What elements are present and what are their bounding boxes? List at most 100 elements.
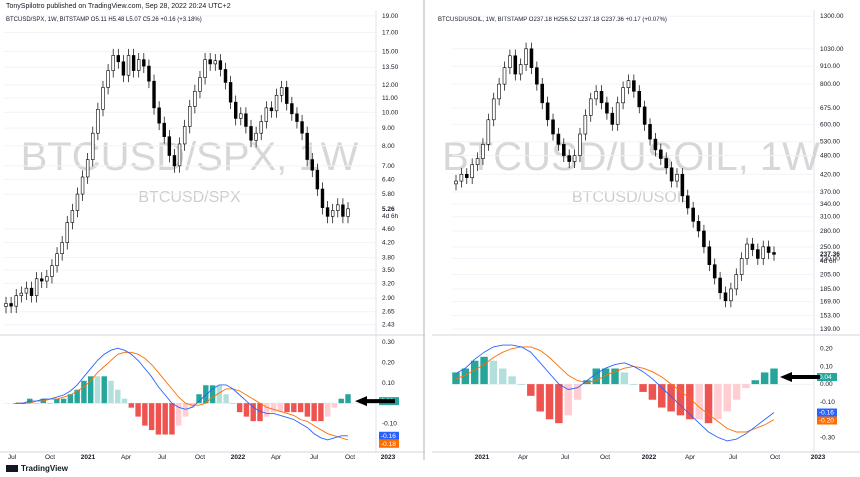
candle-body bbox=[310, 159, 314, 171]
macd-histogram-bar bbox=[155, 403, 162, 435]
macd-histogram-bar bbox=[236, 403, 243, 413]
tradingview-logo[interactable]: TradingView bbox=[6, 464, 68, 473]
candle-body bbox=[529, 48, 534, 68]
price-axis-tick-label: 4.60 bbox=[382, 226, 395, 233]
candle-body bbox=[45, 276, 49, 282]
price-axis-tick-label: 250.00 bbox=[820, 244, 840, 251]
time-axis-label: 2022 bbox=[231, 454, 246, 460]
candle-body bbox=[182, 126, 187, 145]
time-axis-label: Jul bbox=[729, 454, 738, 460]
price-axis-tick-label: 280.00 bbox=[820, 228, 840, 235]
candle-body bbox=[691, 207, 695, 222]
price-axis-tick-label: 6.40 bbox=[382, 176, 395, 183]
macd-value-tag-label: -0.16 bbox=[381, 433, 396, 440]
time-axis-label: Apr bbox=[271, 454, 282, 460]
macd-value-tag-label: -0.20 bbox=[819, 418, 834, 425]
symbol-watermark: BTCUSD/USOIL, 1W bbox=[442, 135, 820, 179]
tradingview-logo-icon bbox=[6, 465, 18, 472]
macd-histogram-bar bbox=[667, 384, 675, 412]
current-price-label: 5.26 bbox=[382, 206, 395, 213]
candle-body bbox=[259, 121, 263, 134]
candle-body bbox=[208, 59, 212, 65]
macd-histogram-bar bbox=[101, 376, 107, 404]
price-axis-tick-label: 3.80 bbox=[382, 255, 395, 262]
macd-histogram-bar bbox=[770, 368, 778, 385]
price-axis-tick-label: 13.50 bbox=[382, 64, 399, 71]
candle-body bbox=[193, 91, 197, 107]
time-axis-label: 2021 bbox=[475, 454, 490, 460]
candle-body bbox=[336, 204, 340, 211]
macd-histogram-bar bbox=[33, 403, 40, 404]
candle-body bbox=[70, 210, 75, 223]
btcusd-spx-chart-panel[interactable]: BTCUSD/SPX, 1W, BITSTAMP O5.11 H5.48 L5.… bbox=[0, 0, 425, 460]
macd-histogram-bar bbox=[135, 403, 141, 417]
macd-axis-tick-label: 0.30 bbox=[382, 339, 395, 346]
macd-histogram-bar bbox=[297, 403, 304, 413]
symbol-watermark-small: BTCUSD/USOIL bbox=[572, 189, 690, 206]
price-axis-tick-label: 340.00 bbox=[820, 201, 840, 208]
candle-body bbox=[80, 176, 85, 195]
macd-value-tag bbox=[817, 373, 837, 382]
candle-body bbox=[4, 303, 8, 307]
macd-histogram-bar bbox=[196, 394, 202, 404]
macd-histogram-bar bbox=[517, 384, 526, 385]
candle-body bbox=[739, 258, 744, 275]
macd-histogram-bar bbox=[658, 384, 666, 408]
macd-histogram-bar bbox=[760, 372, 769, 385]
macd-histogram-bar bbox=[162, 403, 168, 435]
candle-body bbox=[177, 143, 182, 167]
candle-body bbox=[34, 278, 39, 296]
candle-body bbox=[588, 98, 593, 116]
candle-body bbox=[632, 80, 636, 92]
price-axis-tick-label: 310.00 bbox=[820, 214, 840, 221]
candle-body bbox=[213, 60, 217, 65]
macd-value-tag bbox=[817, 416, 837, 425]
candle-body bbox=[610, 112, 615, 125]
time-axis-label: Apr bbox=[685, 454, 696, 460]
price-axis-tick-label: 480.00 bbox=[820, 153, 840, 160]
macd-histogram-bar bbox=[250, 403, 256, 422]
price-axis-tick-label: 185.00 bbox=[820, 286, 840, 293]
btcusd-usoil-chart-panel[interactable]: BTCUSD/USOIL, 1W, BITSTAMP O237.18 H256.… bbox=[432, 0, 860, 460]
candle-body bbox=[325, 207, 330, 217]
candle-body bbox=[330, 210, 335, 217]
macd-histogram-bar bbox=[284, 403, 290, 413]
candle-body bbox=[244, 113, 248, 127]
macd-axis-tick-label: 0.20 bbox=[382, 359, 395, 366]
candle-body bbox=[75, 193, 80, 211]
macd-histogram-bar bbox=[87, 376, 94, 404]
candle-body bbox=[599, 91, 604, 104]
macd-histogram-bar bbox=[470, 360, 479, 385]
candle-body bbox=[188, 106, 192, 127]
macd-value-tag-label: -0.18 bbox=[381, 441, 396, 448]
candle-body bbox=[203, 59, 207, 78]
price-axis-tick-label: 3.20 bbox=[382, 280, 395, 287]
macd-histogram-bar bbox=[148, 403, 155, 431]
candle-body bbox=[172, 155, 177, 167]
candle-body bbox=[766, 246, 771, 253]
candle-body bbox=[65, 222, 69, 243]
time-axis-label: 2022 bbox=[642, 454, 657, 460]
candle-body bbox=[680, 173, 685, 197]
candle-body bbox=[567, 155, 571, 162]
macd-histogram-bar bbox=[81, 380, 87, 404]
candle-body bbox=[615, 102, 620, 125]
candle-body bbox=[111, 55, 115, 71]
candle-body bbox=[562, 144, 566, 156]
macd-histogram-bar bbox=[311, 403, 317, 422]
macd-histogram-bar bbox=[338, 398, 344, 404]
macd-histogram-bar bbox=[331, 403, 338, 408]
macd-axis-tick-label: -0.30 bbox=[820, 434, 835, 441]
candle-body bbox=[274, 94, 279, 112]
macd-histogram-bar bbox=[714, 384, 722, 420]
candle-body bbox=[756, 249, 760, 259]
candle-body bbox=[475, 158, 480, 165]
candle-body bbox=[707, 246, 712, 265]
candle-body bbox=[605, 102, 609, 114]
candle-body bbox=[518, 64, 523, 75]
macd-histogram-bar bbox=[480, 356, 488, 385]
price-axis-tick-label: 800.00 bbox=[820, 81, 840, 88]
time-axis-label: Oct bbox=[345, 454, 355, 460]
price-axis-tick-label: 139.00 bbox=[820, 326, 840, 333]
price-axis-tick-label: 4.20 bbox=[382, 240, 395, 247]
